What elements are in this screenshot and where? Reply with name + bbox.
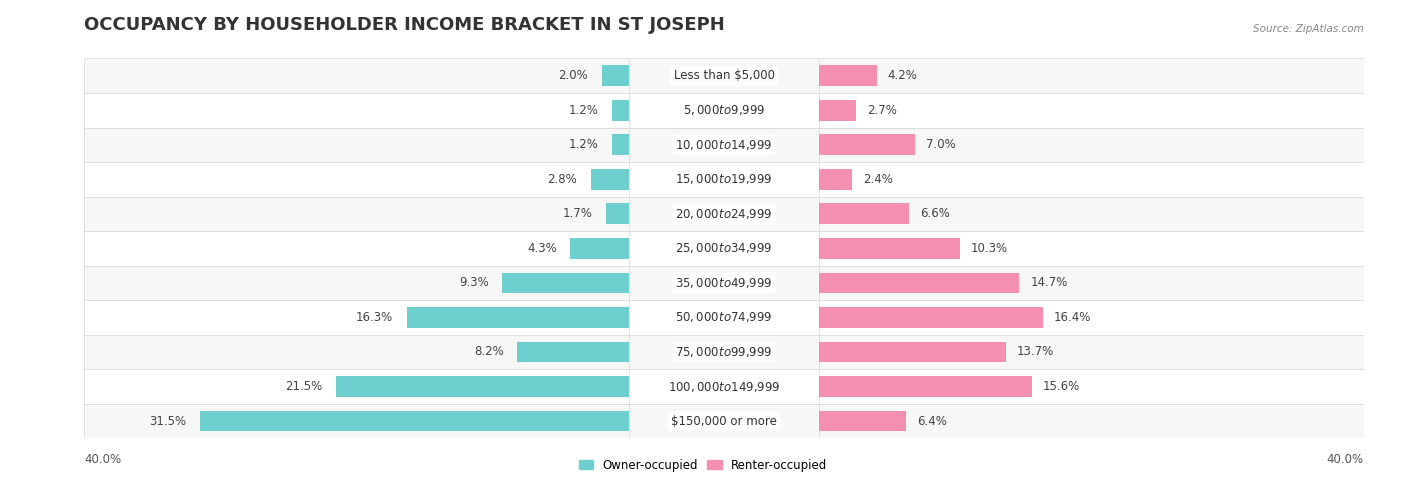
Text: 16.4%: 16.4% xyxy=(1053,311,1091,324)
Bar xyxy=(628,335,820,369)
Text: $15,000 to $19,999: $15,000 to $19,999 xyxy=(675,172,773,187)
Text: Source: ZipAtlas.com: Source: ZipAtlas.com xyxy=(1253,24,1364,34)
Text: 1.2%: 1.2% xyxy=(569,138,599,151)
Text: 15.6%: 15.6% xyxy=(1043,380,1080,393)
Bar xyxy=(820,300,1364,335)
Bar xyxy=(820,335,1364,369)
Text: 21.5%: 21.5% xyxy=(285,380,322,393)
Bar xyxy=(84,231,628,265)
Bar xyxy=(571,238,628,259)
Text: 6.6%: 6.6% xyxy=(920,207,950,220)
Bar xyxy=(84,265,628,300)
Bar xyxy=(84,162,628,197)
Bar xyxy=(820,265,1364,300)
Text: $5,000 to $9,999: $5,000 to $9,999 xyxy=(683,103,765,117)
Bar xyxy=(820,134,915,155)
Text: 13.7%: 13.7% xyxy=(1017,345,1054,358)
Text: 2.4%: 2.4% xyxy=(863,173,893,186)
Text: $100,000 to $149,999: $100,000 to $149,999 xyxy=(668,379,780,393)
Text: $25,000 to $34,999: $25,000 to $34,999 xyxy=(675,242,773,255)
Text: 2.7%: 2.7% xyxy=(868,104,897,117)
Text: 31.5%: 31.5% xyxy=(149,414,187,428)
Bar xyxy=(84,300,628,335)
Bar xyxy=(820,376,1032,397)
Bar xyxy=(628,197,820,231)
Text: 10.3%: 10.3% xyxy=(970,242,1008,255)
Bar xyxy=(820,341,1005,362)
Bar xyxy=(84,93,628,128)
Bar xyxy=(628,404,820,438)
Bar xyxy=(820,307,1043,328)
Bar xyxy=(84,58,628,93)
Bar xyxy=(820,162,1364,197)
Bar xyxy=(820,238,959,259)
Bar xyxy=(628,58,820,93)
Text: $75,000 to $99,999: $75,000 to $99,999 xyxy=(675,345,773,359)
Text: 2.0%: 2.0% xyxy=(558,69,588,82)
Text: $35,000 to $49,999: $35,000 to $49,999 xyxy=(675,276,773,290)
Bar xyxy=(200,411,628,431)
Text: $50,000 to $74,999: $50,000 to $74,999 xyxy=(675,310,773,324)
Text: $150,000 or more: $150,000 or more xyxy=(671,414,778,428)
Text: $20,000 to $24,999: $20,000 to $24,999 xyxy=(675,207,773,221)
Bar xyxy=(613,100,628,121)
Text: 6.4%: 6.4% xyxy=(917,414,948,428)
Bar xyxy=(517,341,628,362)
Bar xyxy=(820,58,1364,93)
Legend: Owner-occupied, Renter-occupied: Owner-occupied, Renter-occupied xyxy=(574,454,832,476)
Bar xyxy=(820,128,1364,162)
Text: 40.0%: 40.0% xyxy=(84,453,121,466)
Bar xyxy=(591,169,628,189)
Bar xyxy=(820,169,852,189)
Bar xyxy=(84,335,628,369)
Bar xyxy=(84,369,628,404)
Bar xyxy=(628,265,820,300)
Bar xyxy=(628,93,820,128)
Text: 1.7%: 1.7% xyxy=(562,207,592,220)
Bar xyxy=(502,273,628,293)
Text: 2.8%: 2.8% xyxy=(547,173,576,186)
Text: $10,000 to $14,999: $10,000 to $14,999 xyxy=(675,138,773,152)
Bar xyxy=(406,307,628,328)
Text: 9.3%: 9.3% xyxy=(458,277,489,289)
Text: 4.2%: 4.2% xyxy=(887,69,917,82)
Bar xyxy=(820,93,1364,128)
Text: 40.0%: 40.0% xyxy=(1327,453,1364,466)
Bar xyxy=(628,231,820,265)
Text: 8.2%: 8.2% xyxy=(474,345,503,358)
Bar xyxy=(336,376,628,397)
Bar xyxy=(628,128,820,162)
Bar xyxy=(820,411,907,431)
Bar xyxy=(606,204,628,224)
Bar xyxy=(820,204,910,224)
Bar xyxy=(820,273,1019,293)
Bar xyxy=(613,134,628,155)
Bar xyxy=(820,65,876,86)
Bar xyxy=(820,197,1364,231)
Text: 7.0%: 7.0% xyxy=(925,138,955,151)
Bar xyxy=(84,128,628,162)
Bar xyxy=(820,369,1364,404)
Bar xyxy=(628,162,820,197)
Bar xyxy=(602,65,628,86)
Text: 16.3%: 16.3% xyxy=(356,311,394,324)
Bar xyxy=(820,231,1364,265)
Bar xyxy=(820,404,1364,438)
Text: 1.2%: 1.2% xyxy=(569,104,599,117)
Text: 4.3%: 4.3% xyxy=(527,242,557,255)
Text: OCCUPANCY BY HOUSEHOLDER INCOME BRACKET IN ST JOSEPH: OCCUPANCY BY HOUSEHOLDER INCOME BRACKET … xyxy=(84,16,725,34)
Bar xyxy=(84,197,628,231)
Text: 14.7%: 14.7% xyxy=(1031,277,1067,289)
Bar xyxy=(628,300,820,335)
Bar xyxy=(84,404,628,438)
Text: Less than $5,000: Less than $5,000 xyxy=(673,69,775,82)
Bar xyxy=(820,100,856,121)
Bar xyxy=(628,369,820,404)
